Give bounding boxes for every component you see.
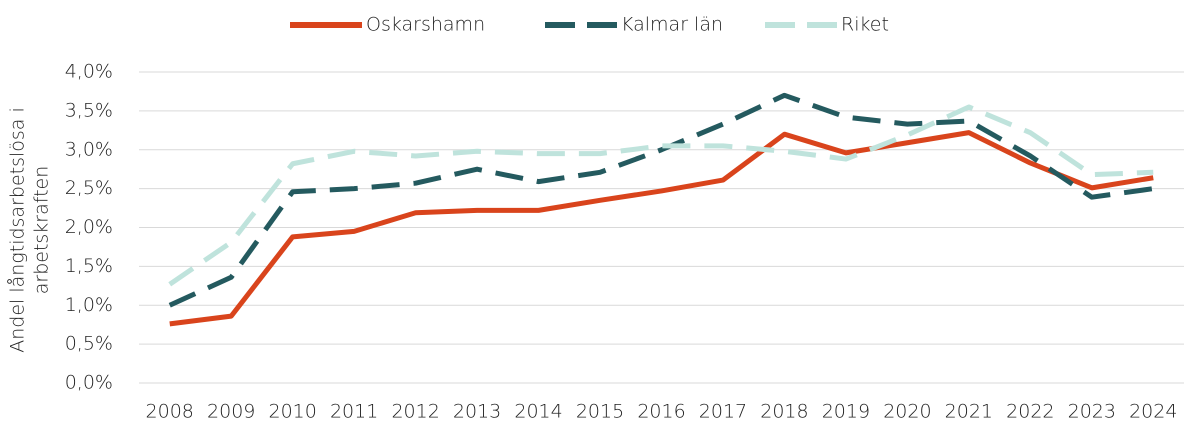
- x-tick-label: 2019: [822, 401, 870, 423]
- x-tick-label: 2008: [146, 401, 194, 423]
- y-tick-label: 3,5%: [65, 99, 113, 121]
- x-tick-label: 2022: [1006, 401, 1054, 423]
- x-tick-label: 2024: [1129, 401, 1177, 423]
- x-tick-label: 2020: [883, 401, 931, 423]
- x-tick-label: 2023: [1068, 401, 1116, 423]
- y-tick-label: 0,5%: [65, 333, 113, 355]
- x-tick-label: 2017: [699, 401, 747, 423]
- y-axis-title: Andel långtidsarbetslösa i: [7, 107, 29, 352]
- x-tick-label: 2013: [453, 401, 501, 423]
- line-series: [168, 104, 1154, 287]
- x-tick-label: 2012: [391, 401, 439, 423]
- x-tick-label: 2016: [637, 401, 685, 423]
- y-tick-label: 0,0%: [65, 372, 113, 394]
- x-tick-label: 2010: [268, 401, 316, 423]
- y-tick-label: 3,0%: [65, 138, 113, 160]
- x-tick-label: 2021: [945, 401, 993, 423]
- line-series: [168, 92, 1154, 308]
- y-tick-label: 2,5%: [65, 177, 113, 199]
- x-tick-label: 2009: [207, 401, 255, 423]
- y-tick-label: 4,0%: [65, 61, 113, 83]
- y-tick-label: 1,0%: [65, 294, 113, 316]
- y-tick-label: 1,5%: [65, 255, 113, 277]
- legend-label: Oskarshamn: [366, 14, 485, 36]
- y-tick-label: 2,0%: [65, 216, 113, 238]
- x-tick-label: 2015: [576, 401, 624, 423]
- legend-label: Kalmar län: [621, 14, 723, 36]
- legend-label: Riket: [841, 14, 889, 36]
- x-tick-label: 2014: [514, 401, 562, 423]
- x-tick-label: 2011: [330, 401, 378, 423]
- line-series: [169, 130, 1154, 327]
- x-tick-label: 2018: [760, 401, 808, 423]
- y-axis-title: arbetskraften: [31, 166, 53, 295]
